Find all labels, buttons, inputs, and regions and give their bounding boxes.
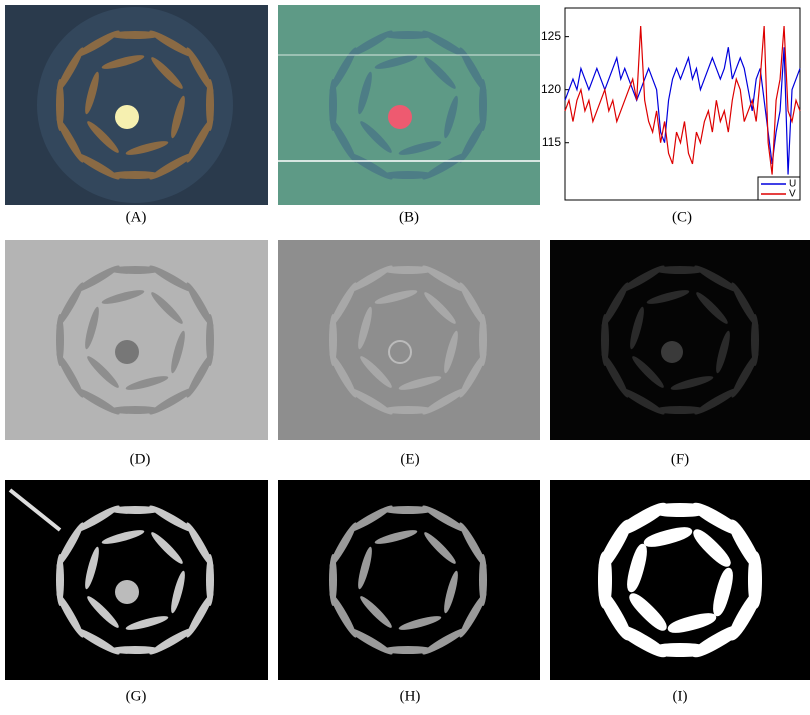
panel-label: (B) [399, 209, 419, 225]
image-e [278, 240, 540, 440]
image-f [550, 240, 810, 440]
panel-label: (C) [672, 209, 692, 225]
image-g [5, 480, 268, 680]
panel-label: (F) [671, 451, 689, 467]
image-d [5, 240, 268, 440]
panel-label: (H) [400, 688, 421, 704]
panel-label: (G) [126, 688, 147, 704]
panel-label: (E) [400, 451, 419, 467]
image-a [5, 5, 268, 205]
page: (A) (B) (C) (D) (E) (F) (G) (H) (I) 115 1… [0, 0, 810, 715]
panel-label: (D) [130, 451, 151, 467]
panel-label: (A) [126, 209, 147, 225]
figure: (A) (B) (C) (D) (E) (F) (G) (H) (I) 115 1… [0, 0, 810, 710]
image-b [278, 5, 540, 205]
y-tick-label: 120 [541, 82, 561, 96]
image-i [550, 480, 810, 680]
image-h [278, 480, 540, 680]
panel-label: (I) [673, 688, 688, 704]
y-tick-label: 125 [541, 29, 561, 43]
legend-label: V [789, 189, 796, 200]
y-tick-label: 115 [542, 135, 561, 149]
